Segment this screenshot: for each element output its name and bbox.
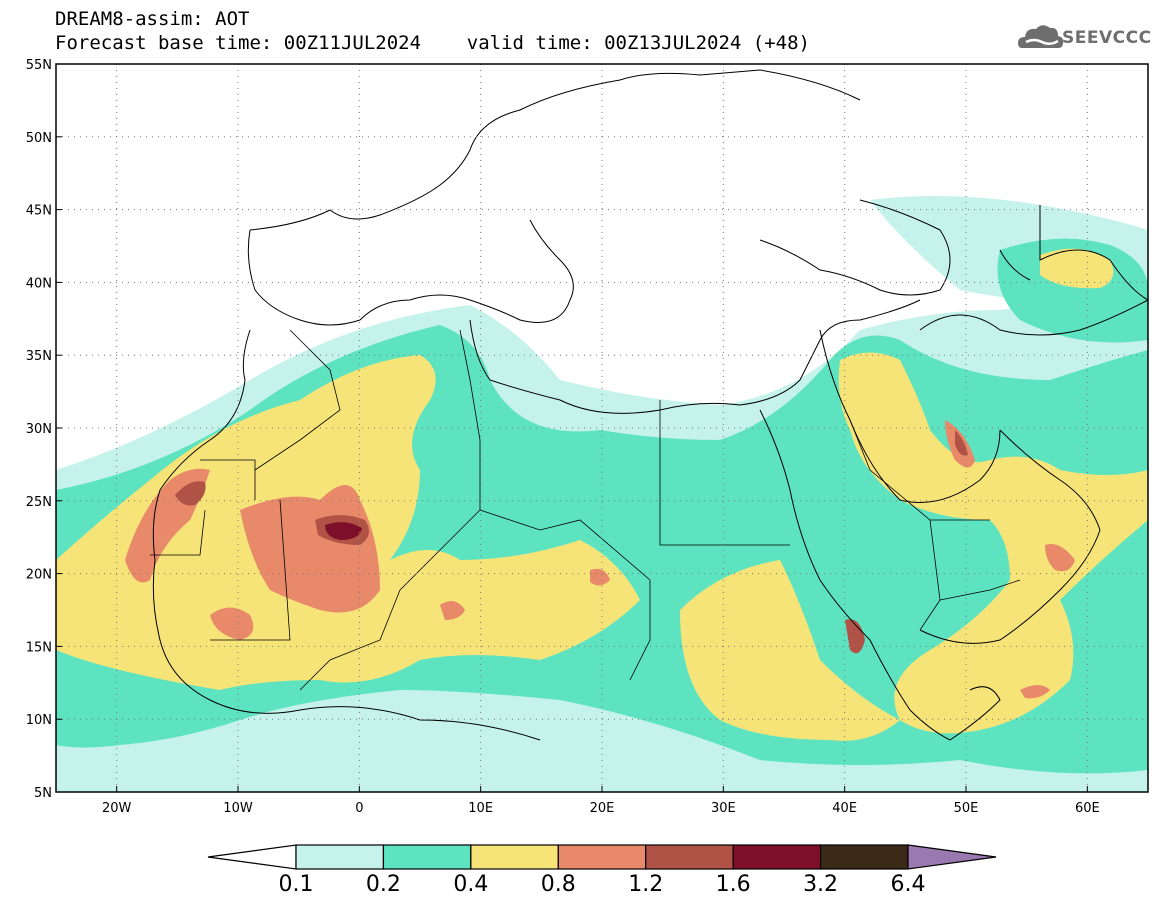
colorbar-swatch — [557, 844, 647, 870]
lat-tick-label: 25N — [26, 495, 52, 510]
lat-tick-label: 50N — [26, 131, 52, 146]
colorbar-label: 1.2 — [628, 872, 664, 897]
colorbar-high-arrow — [907, 844, 997, 870]
lon-tick-label: 10E — [468, 801, 493, 816]
colorbar-swatch — [382, 844, 472, 870]
lon-tick-label: 40E — [832, 801, 857, 816]
colorbar-swatch — [819, 844, 909, 870]
longitude-axis: 20W 10W 0 10E 20E 30E 40E 50E 60E — [102, 786, 1100, 816]
colorbar-label: 0.2 — [365, 872, 401, 897]
lat-tick-label: 40N — [26, 276, 52, 291]
lon-tick-label: 10W — [223, 801, 253, 816]
colorbar-swatch — [295, 844, 385, 870]
lat-tick-label: 15N — [26, 640, 52, 655]
lat-tick-label: 20N — [26, 568, 52, 583]
colorbar-label: 1.6 — [715, 872, 751, 897]
lat-tick-label: 55N — [26, 58, 52, 73]
lon-tick-label: 60E — [1075, 801, 1100, 816]
lat-tick-label: 30N — [26, 422, 52, 437]
forecast-time-line: Forecast base time: 00Z11JUL2024 valid t… — [55, 32, 810, 54]
graticule — [56, 64, 1148, 792]
lat-tick-label: 35N — [26, 349, 52, 364]
lat-tick-label: 5N — [34, 786, 52, 801]
lon-tick-label: 0 — [355, 801, 363, 816]
coastlines — [152, 69, 1148, 741]
aot-band-1.6 — [325, 522, 362, 540]
lon-tick-label: 20W — [102, 801, 132, 816]
logo-text: SEEVCCC — [1062, 28, 1152, 48]
colorbar-low-arrow — [207, 844, 297, 870]
lat-tick-label: 10N — [26, 713, 52, 728]
cloud-logo-icon — [1018, 25, 1064, 48]
colorbar-label: 0.4 — [453, 872, 489, 897]
colorbar — [207, 844, 997, 870]
map-title: DREAM8-assim: AOT — [55, 8, 250, 30]
lon-tick-label: 20E — [590, 801, 615, 816]
borders — [150, 329, 1021, 691]
latitude-axis: 55N 50N 45N 40N 35N 30N 25N 20N 15N 10N 5N — [26, 58, 62, 801]
aot-fields — [56, 196, 1148, 792]
colorbar-swatch — [732, 844, 822, 870]
lon-tick-label: 50E — [954, 801, 979, 816]
colorbar-label: 0.1 — [278, 872, 314, 897]
colorbar-swatch — [645, 844, 734, 870]
lon-tick-label: 30E — [711, 801, 736, 816]
colorbar-label: 3.2 — [803, 872, 839, 897]
colorbar-label: 0.8 — [540, 872, 576, 897]
colorbar-label: 6.4 — [890, 872, 926, 897]
colorbar-swatch — [470, 844, 559, 870]
lat-tick-label: 45N — [26, 204, 52, 219]
